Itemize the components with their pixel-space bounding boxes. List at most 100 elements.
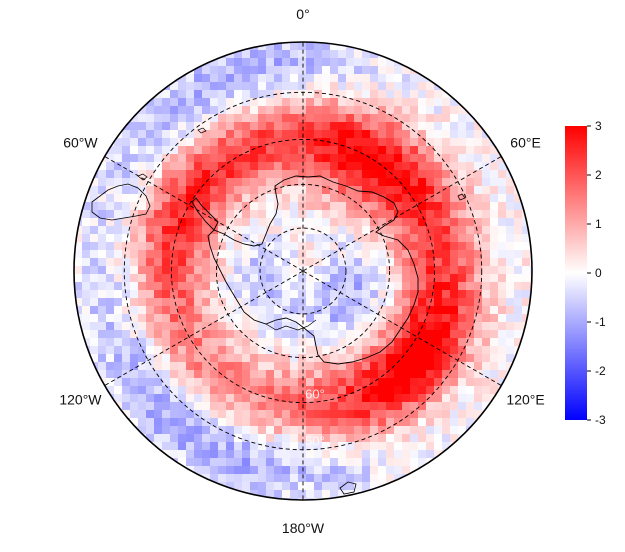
field-cell [170, 378, 179, 387]
field-cell [490, 386, 499, 395]
field-cell [306, 362, 315, 371]
field-cell [298, 66, 307, 75]
field-cell [258, 122, 267, 131]
field-cell [266, 306, 275, 315]
field-cell [442, 146, 451, 155]
field-cell [386, 170, 395, 179]
field-cell [426, 394, 435, 403]
field-cell [482, 250, 491, 259]
field-cell [482, 306, 491, 315]
field-cell [378, 450, 387, 459]
field-cell [266, 330, 275, 339]
ice-shelf-ross [265, 319, 317, 331]
field-cell [194, 338, 203, 347]
field-cell [290, 178, 299, 187]
field-cell [434, 370, 443, 379]
field-cell [322, 74, 331, 83]
field-cell [354, 394, 363, 403]
field-cell [290, 498, 299, 500]
field-cell [386, 282, 395, 291]
field-cell [402, 290, 411, 299]
field-cell [322, 466, 331, 475]
field-cell [354, 282, 363, 291]
field-cell [466, 274, 475, 283]
field-cell [170, 346, 179, 355]
field-cell [354, 370, 363, 379]
field-cell [298, 426, 307, 435]
field-cell [258, 210, 267, 219]
field-cell [290, 290, 299, 299]
field-cell [74, 194, 83, 203]
field-cell [242, 146, 251, 155]
field-cell [338, 98, 347, 107]
antarctica-coast [207, 175, 419, 365]
field-cell [138, 210, 147, 219]
field-cell [170, 146, 179, 155]
field-cell [402, 306, 411, 315]
field-cell [506, 330, 515, 339]
field-cell [266, 186, 275, 195]
field-cell [394, 90, 403, 99]
field-cell [162, 458, 171, 467]
field-cell [466, 194, 475, 203]
field-cell [226, 306, 235, 315]
field-cell [410, 170, 419, 179]
field-cell [274, 466, 283, 475]
field-cell [258, 186, 267, 195]
field-cell [170, 82, 179, 91]
field-cell [218, 434, 227, 443]
field-cell [474, 362, 483, 371]
field-cell [194, 362, 203, 371]
field-cell [194, 322, 203, 331]
field-cell [330, 338, 339, 347]
field-cell [442, 386, 451, 395]
field-cell [322, 314, 331, 323]
field-cell [298, 282, 307, 291]
field-cell [154, 298, 163, 307]
field-cell [274, 330, 283, 339]
field-cell [426, 202, 435, 211]
field-cell [170, 90, 179, 99]
field-cell [338, 234, 347, 243]
field-cell [370, 194, 379, 203]
field-cell [354, 314, 363, 323]
field-cell [418, 250, 427, 259]
field-cell [506, 306, 515, 315]
field-cell [130, 154, 139, 163]
field-cell [322, 266, 331, 275]
field-cell [266, 162, 275, 171]
field-cell [354, 274, 363, 283]
field-cell [266, 402, 275, 411]
field-cell [402, 178, 411, 187]
field-cell [402, 298, 411, 307]
field-cell [402, 74, 411, 83]
field-cell [418, 362, 427, 371]
field-cell [402, 138, 411, 147]
field-cell [250, 290, 259, 299]
field-cell [458, 226, 467, 235]
field-cell [402, 98, 411, 107]
field-cell [162, 178, 171, 187]
field-cell [402, 194, 411, 203]
field-cell [154, 258, 163, 267]
field-cell [194, 218, 203, 227]
field-cell [234, 362, 243, 371]
field-cell [338, 490, 347, 499]
field-cell [162, 170, 171, 179]
field-cell [122, 194, 131, 203]
field-cell [434, 338, 443, 347]
field-cell [218, 218, 227, 227]
field-cell [250, 450, 259, 459]
field-cell [314, 178, 323, 187]
field-cell [242, 218, 251, 227]
field-cell [362, 370, 371, 379]
field-cell [170, 202, 179, 211]
field-cell [210, 322, 219, 331]
field-cell [258, 258, 267, 267]
field-cell [210, 354, 219, 363]
field-cell [306, 58, 315, 67]
field-cell [298, 490, 307, 499]
field-cell [242, 402, 251, 411]
field-cell [290, 466, 299, 475]
field-cell [282, 202, 291, 211]
